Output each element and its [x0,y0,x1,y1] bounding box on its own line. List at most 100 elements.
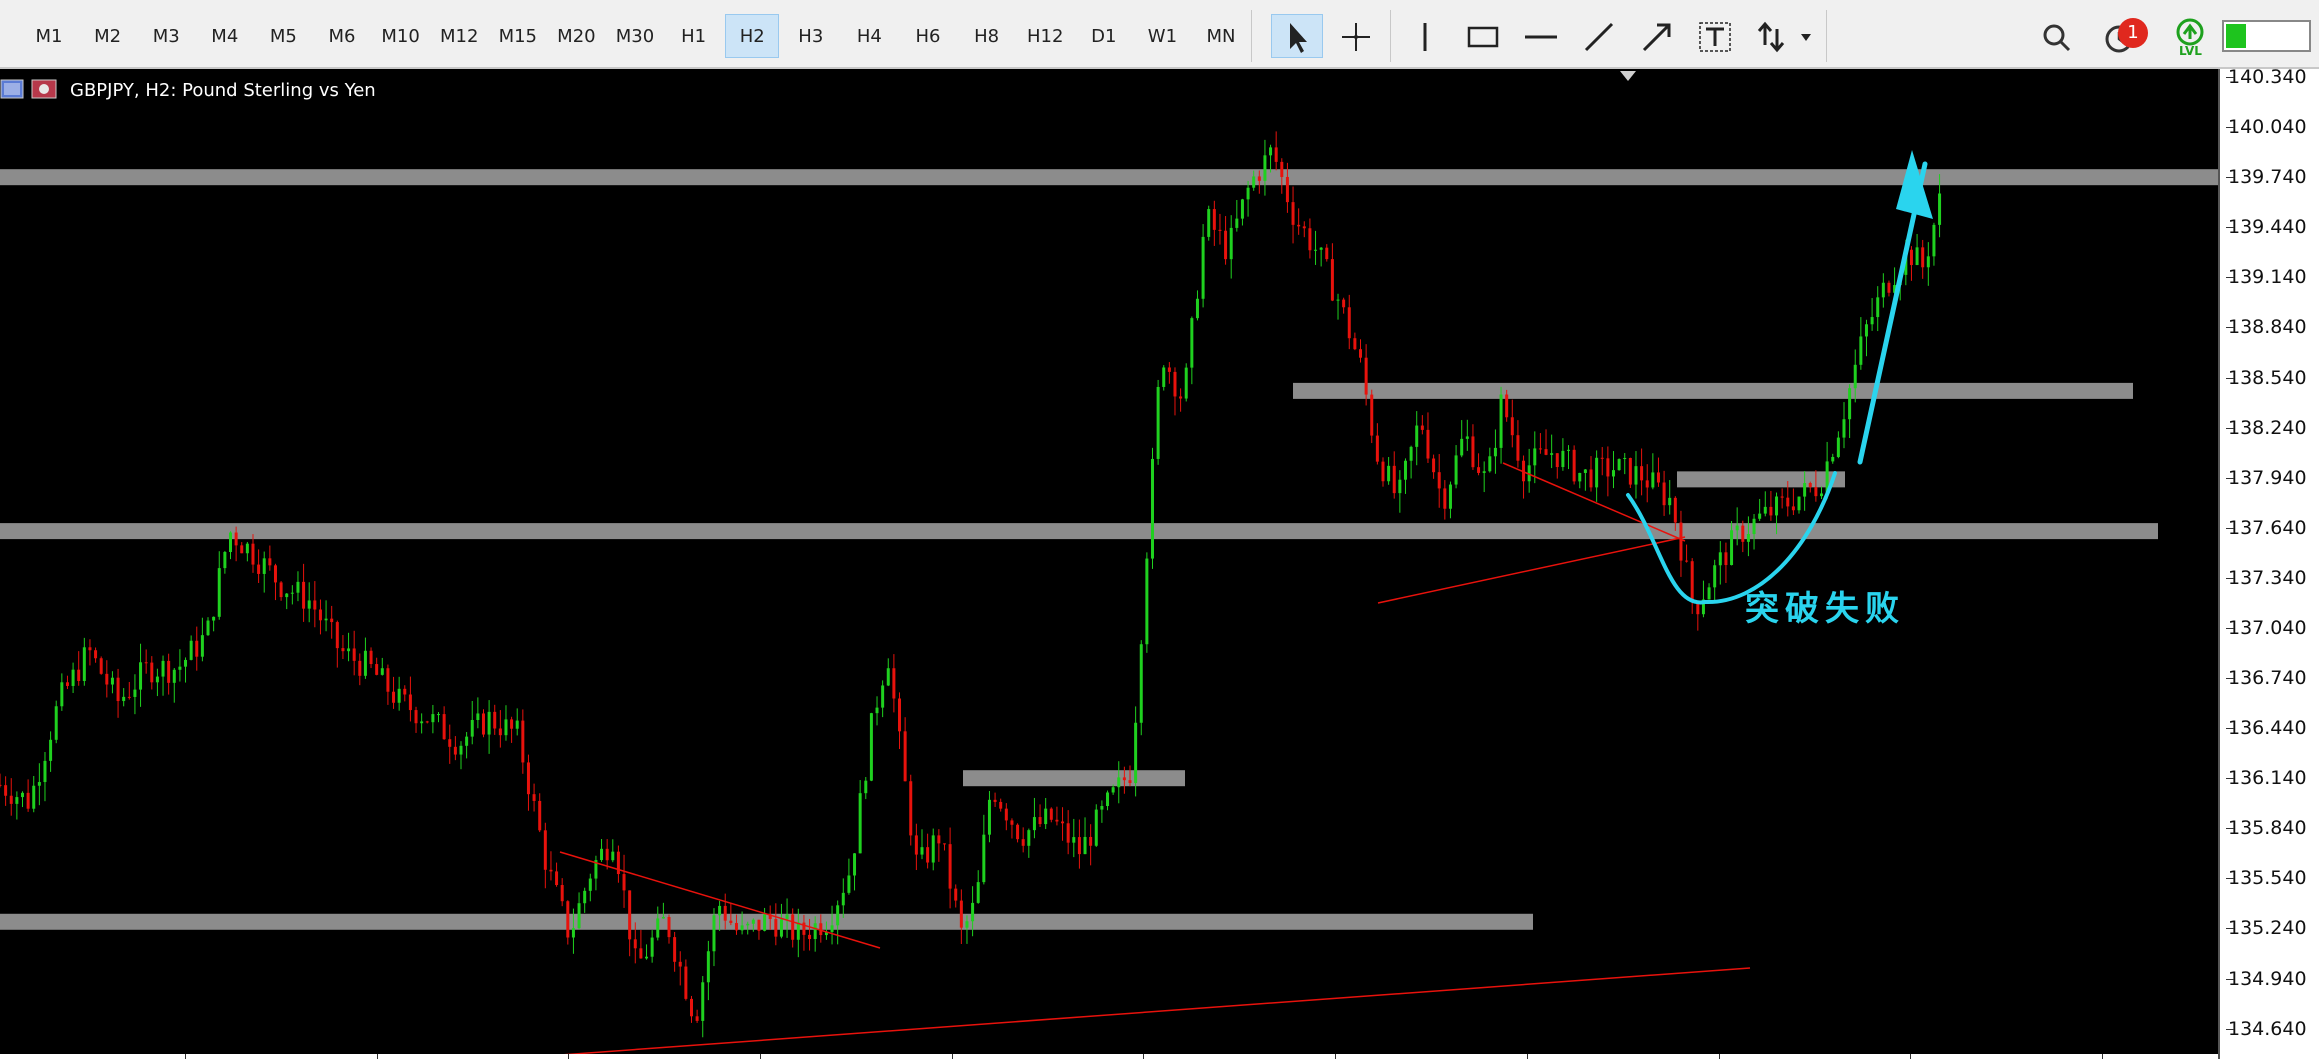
bull-candle [881,685,885,708]
bull-candle [110,677,114,685]
timeframe-h6[interactable]: H6 [915,26,941,47]
bull-candle [1825,461,1829,494]
bear-candle [1049,808,1053,820]
chart-area[interactable]: GBPJPY, H2: Pound Sterling vs Yen 突破失败 [0,69,2218,1054]
timeframe-m20[interactable]: M20 [557,26,596,47]
bear-candle [302,581,306,609]
bull-candle [1651,472,1655,488]
bear-candle [1021,839,1025,846]
vertical-line-tool[interactable] [1398,14,1450,58]
bull-candle [1195,298,1199,319]
timeframe-m2[interactable]: M2 [94,26,122,47]
bear-candle [1685,560,1689,562]
symbol-label: GBPJPY, H2: Pound Sterling vs Yen [70,80,376,101]
bear-candle [1724,552,1728,566]
timeframe-h3[interactable]: H3 [798,26,824,47]
crosshair-tool[interactable] [1329,14,1381,58]
bear-candle [1364,357,1368,395]
bear-candle [555,871,559,886]
bull-candle [1775,496,1779,516]
timeframe-m3[interactable]: M3 [152,26,180,47]
timeframe-mn[interactable]: MN [1206,26,1236,47]
bear-candle [335,622,339,649]
bull-candle [122,696,126,702]
bear-candle [937,835,941,844]
time-tick [568,1054,569,1059]
bull-candle [987,799,991,835]
annotation-curve [1626,471,1837,605]
timeframe-h4[interactable]: H4 [856,26,882,47]
bear-candle [341,648,345,652]
timeframe-m15[interactable]: M15 [498,26,538,47]
annotation-text[interactable]: 突破失败 [1745,589,1905,629]
bear-candle [498,728,502,736]
bull-candle [594,860,598,879]
bear-candle [689,998,693,1017]
cursor-tool[interactable] [1271,14,1323,58]
bear-candle [358,660,362,676]
time-axis[interactable] [0,1054,2218,1059]
bull-candle [875,707,879,714]
text-label-tool[interactable] [1688,14,1740,58]
timeframe-h12[interactable]: H12 [1026,26,1064,47]
text-label-icon [1699,22,1731,52]
bear-candle [392,691,396,703]
arrow-tool[interactable] [1630,14,1682,58]
bear-candle [1887,282,1891,293]
timeframe-m10[interactable]: M10 [381,26,420,47]
bull-candle [178,666,182,670]
support-resistance-zone [1677,471,1845,488]
timeframe-w1[interactable]: W1 [1147,26,1178,47]
bear-candle [493,711,497,729]
bear-candle [898,698,902,732]
bull-candle [1044,808,1048,825]
bear-candle [330,618,334,623]
bear-candle [914,835,918,855]
bear-candle [1173,371,1177,397]
trendline-icon [1584,22,1614,52]
timeframe-m4[interactable]: M4 [211,26,239,47]
timeframe-m5[interactable]: M5 [269,26,297,47]
bear-candle [538,800,542,831]
bear-candle [273,565,277,583]
bear-candle [959,900,963,928]
bull-candle [796,922,800,940]
trendline [1502,462,1686,542]
bear-candle [1055,819,1059,822]
bull-candle [611,851,615,861]
bear-candle [948,844,952,889]
time-tick [1335,1054,1336,1059]
price-chart[interactable] [0,69,2218,1054]
horizontal-line-tool[interactable] [1514,14,1566,58]
bear-candle [1921,247,1925,268]
bull-candle [437,714,441,716]
bull-candle [1758,513,1762,519]
bull-candle [1032,817,1036,831]
timeframe-m12[interactable]: M12 [439,26,479,47]
buy-sell-tool-dropdown[interactable] [1746,14,1820,58]
bear-candle [757,919,761,931]
bear-candle [257,564,261,574]
timeframe-d1[interactable]: D1 [1091,26,1117,47]
toolbar-separator [1251,10,1252,62]
bear-candle [1544,449,1548,455]
bear-candle [279,582,283,598]
bull-candle [1735,525,1739,531]
bull-candle [189,640,193,660]
bull-candle [588,878,592,891]
bull-candle [1595,457,1599,488]
timeframe-h8[interactable]: H8 [974,26,1000,47]
timeframe-m30[interactable]: M30 [615,26,655,47]
bull-candle [1409,446,1413,461]
price-axis[interactable]: 140.340 140.040 139.740 139.440 139.140 138.8… [2218,66,2319,1059]
bull-candle [217,568,221,617]
timeframe-m1[interactable]: M1 [35,26,63,47]
bull-candle [290,592,294,594]
rectangle-tool[interactable] [1456,14,1508,58]
timeframe-h2[interactable]: H2 [725,14,780,58]
timeframe-h1[interactable]: H1 [681,26,707,47]
trendline-tool[interactable] [1572,14,1624,58]
search-button[interactable] [2030,14,2082,58]
timeframe-m6[interactable]: M6 [328,26,356,47]
lvl-button[interactable]: LVL [2163,14,2215,58]
